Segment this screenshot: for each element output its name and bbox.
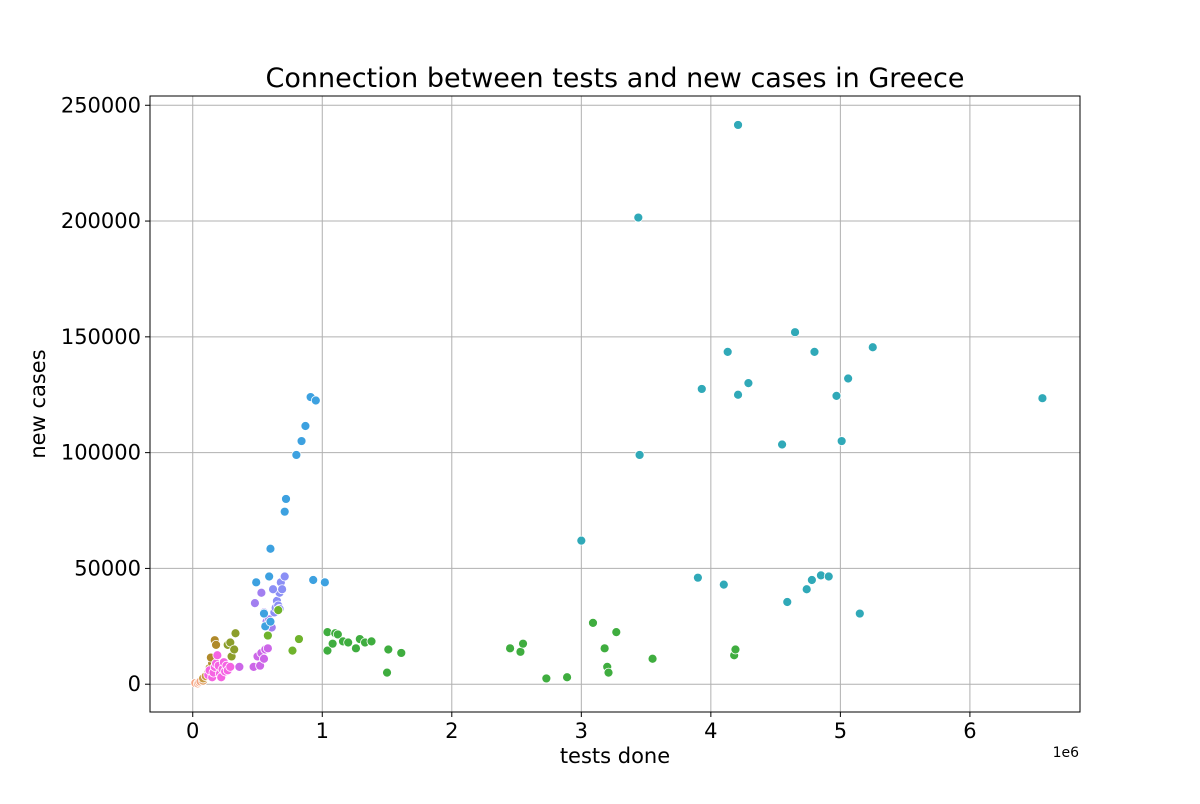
data-point — [291, 450, 302, 460]
data-point — [692, 572, 703, 583]
data-point — [383, 644, 394, 655]
data-point — [296, 436, 307, 446]
data-point — [743, 378, 754, 389]
plot-frame — [149, 95, 1081, 713]
x-tick-label: 5 — [834, 719, 847, 743]
x-axis-offset-label: 1e6 — [1053, 745, 1080, 761]
chart-title: Connection between tests and new cases i… — [266, 63, 965, 94]
data-point — [268, 584, 278, 595]
data-point — [250, 598, 260, 609]
data-point — [515, 646, 526, 657]
data-point — [319, 577, 330, 588]
data-point — [310, 395, 321, 406]
data-point — [308, 575, 319, 585]
y-tick-label: 0 — [128, 672, 141, 696]
data-point — [265, 616, 276, 627]
axis-ticks: 0 1 2 3 4 5 6 0 50000 100000 150000 200000 250000 — [61, 93, 977, 743]
data-point — [262, 630, 273, 641]
data-point — [1037, 393, 1048, 404]
data-point — [505, 643, 515, 654]
data-point — [576, 535, 587, 546]
data-point — [730, 644, 741, 655]
data-point — [366, 636, 377, 647]
data-point — [718, 579, 729, 590]
x-axis-label: tests done — [560, 744, 670, 768]
data-point — [230, 628, 241, 639]
data-point — [633, 212, 644, 223]
data-point — [722, 346, 733, 357]
data-point — [262, 643, 273, 654]
grid-lines — [150, 96, 1080, 712]
data-point — [809, 346, 820, 357]
y-tick-label: 200000 — [61, 209, 141, 233]
data-point — [332, 629, 343, 640]
data-point — [259, 608, 269, 619]
data-point — [256, 587, 267, 598]
data-point — [836, 436, 847, 446]
data-point — [806, 575, 817, 585]
x-tick-label: 4 — [704, 719, 717, 743]
data-point — [287, 645, 298, 656]
data-point — [212, 650, 223, 661]
data-point — [225, 661, 236, 672]
data-point — [777, 439, 787, 450]
data-point — [322, 645, 333, 656]
data-point — [733, 120, 743, 130]
data-point — [843, 373, 854, 384]
data-point — [518, 638, 528, 649]
data-point — [396, 648, 407, 658]
data-point — [279, 506, 290, 517]
data-point — [234, 661, 245, 672]
data-point — [823, 571, 834, 582]
data-point — [588, 617, 598, 628]
data-point — [273, 605, 284, 616]
data-point — [294, 634, 304, 644]
x-tick-label: 2 — [445, 719, 458, 743]
data-point — [603, 667, 614, 678]
data-points — [190, 120, 1048, 689]
data-point — [343, 637, 354, 648]
y-tick-label: 150000 — [61, 325, 141, 349]
data-point — [611, 627, 622, 638]
data-point — [265, 543, 276, 554]
data-point — [277, 584, 288, 595]
data-point — [382, 667, 392, 678]
x-tick-label: 3 — [575, 719, 588, 743]
data-point — [327, 638, 338, 649]
data-point — [229, 644, 240, 655]
x-tick-label: 6 — [963, 719, 976, 743]
data-point — [259, 653, 269, 664]
y-tick-label: 100000 — [61, 441, 141, 465]
data-point — [251, 577, 262, 588]
x-tick-label: 0 — [186, 719, 199, 743]
data-point — [264, 571, 275, 582]
data-point — [281, 494, 291, 504]
data-point — [562, 672, 572, 683]
y-axis-label: new cases — [26, 349, 50, 458]
y-tick-label: 50000 — [74, 556, 141, 580]
data-point — [790, 327, 800, 338]
y-tick-label: 250000 — [61, 93, 141, 117]
data-point — [351, 643, 361, 654]
data-point — [867, 342, 878, 353]
data-point — [854, 608, 865, 619]
data-point — [696, 384, 707, 394]
data-point — [541, 673, 552, 684]
data-point — [782, 597, 793, 607]
data-point — [300, 421, 311, 431]
data-point — [599, 643, 610, 654]
data-point — [801, 584, 812, 595]
data-point — [634, 450, 645, 460]
x-tick-label: 1 — [316, 719, 329, 743]
data-point — [279, 571, 290, 582]
data-point — [733, 389, 743, 400]
data-point — [831, 390, 842, 401]
data-point — [211, 639, 221, 650]
data-point — [647, 653, 658, 664]
